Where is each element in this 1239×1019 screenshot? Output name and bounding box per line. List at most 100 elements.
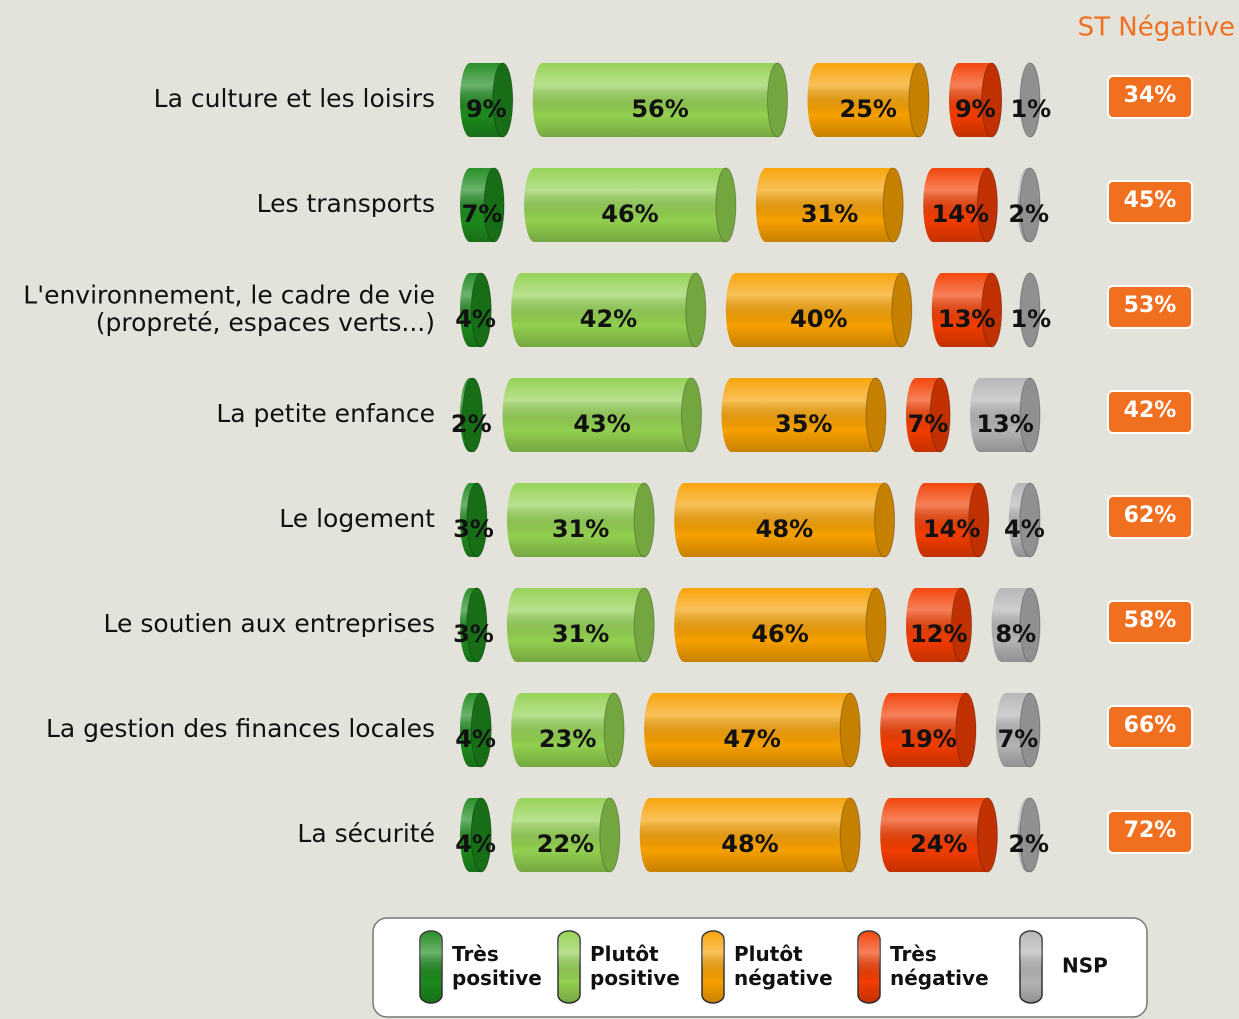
bar-cap xyxy=(1019,482,1041,558)
bar-cap-shade xyxy=(883,168,904,242)
bar-shine xyxy=(506,588,655,662)
bar-cap xyxy=(466,587,488,663)
category-label: L'environnement, le cadre de vie (propret… xyxy=(23,280,435,337)
value-label: 7% xyxy=(998,725,1039,753)
value-label: 4% xyxy=(1004,515,1045,543)
bar-cap xyxy=(968,482,990,558)
bar-cap xyxy=(470,797,492,873)
bar-cap xyxy=(865,377,887,453)
value-label: 1% xyxy=(1010,305,1051,333)
bar-cap-shade xyxy=(981,273,1002,347)
bar-cap-shade xyxy=(767,63,788,137)
bar-shine xyxy=(674,588,886,662)
value-label: 31% xyxy=(552,620,609,648)
value-label: 40% xyxy=(790,305,847,333)
bar-cap xyxy=(633,587,655,663)
bar-cap xyxy=(951,587,973,663)
bar-cap-shade xyxy=(951,588,972,662)
legend-swatch-shine xyxy=(858,931,880,1003)
bar-cap xyxy=(767,62,788,138)
bar-cap-shade xyxy=(1020,63,1040,137)
category-label: La gestion des finances locales xyxy=(46,714,435,743)
st-badge xyxy=(1107,75,1193,119)
bar-cap-shade xyxy=(1020,588,1040,662)
value-label: 3% xyxy=(453,620,494,648)
bar-cap xyxy=(865,587,887,663)
category-label: Le logement xyxy=(279,504,435,533)
st-value-label: 58% xyxy=(1124,608,1177,633)
value-label: 56% xyxy=(631,95,688,123)
bar-cap-shade xyxy=(840,798,861,872)
value-label: 22% xyxy=(537,830,594,858)
bar-cap xyxy=(891,272,913,348)
bar-cap xyxy=(955,692,977,768)
value-label: 14% xyxy=(932,200,989,228)
bar-cap xyxy=(599,797,621,873)
bar-cap-shade xyxy=(471,273,492,347)
bar-cap xyxy=(839,692,861,768)
bar-cap-shade xyxy=(599,798,620,872)
bar-cap-shade xyxy=(685,273,706,347)
bar-cap-shade xyxy=(1020,798,1040,872)
bar-cap xyxy=(470,692,492,768)
bar-cap xyxy=(466,482,488,558)
bar-cap xyxy=(882,167,904,243)
bar-shine xyxy=(674,483,895,557)
st-badge xyxy=(1107,180,1193,224)
bar-cap xyxy=(483,167,505,243)
bar-shine xyxy=(524,168,736,242)
bar-cap-shade xyxy=(930,378,951,452)
value-label: 2% xyxy=(451,410,492,438)
bar-shine xyxy=(511,693,625,767)
value-label: 24% xyxy=(910,830,967,858)
value-label: 42% xyxy=(580,305,637,333)
value-label: 7% xyxy=(462,200,503,228)
value-label: 3% xyxy=(453,515,494,543)
legend-swatch-shine xyxy=(702,931,724,1003)
category-label: La petite enfance xyxy=(216,399,435,428)
bar-cap-shade xyxy=(874,483,895,557)
value-label: 2% xyxy=(1008,830,1049,858)
value-label: 48% xyxy=(756,515,813,543)
st-value-label: 34% xyxy=(1124,83,1177,108)
bar-shine xyxy=(502,378,702,452)
bar-cap-shade xyxy=(466,483,487,557)
legend-label: Très positive xyxy=(452,942,542,990)
bar-cap-shade xyxy=(977,798,998,872)
bar-shine xyxy=(725,273,912,347)
bar-shine xyxy=(880,693,976,767)
value-label: 19% xyxy=(899,725,956,753)
value-label: 13% xyxy=(938,305,995,333)
bar-cap xyxy=(1019,587,1041,663)
bar-cap xyxy=(908,62,930,138)
bar-cap-shade xyxy=(462,378,483,452)
bar-cap-shade xyxy=(977,168,998,242)
bar-cap-shade xyxy=(1020,273,1040,347)
bar-cap-shade xyxy=(1020,378,1040,452)
value-label: 14% xyxy=(923,515,980,543)
bar-shine xyxy=(721,378,886,452)
bar-cap-shade xyxy=(471,693,492,767)
legend-label: NSP xyxy=(1062,954,1108,978)
bar-cap xyxy=(681,377,702,453)
bar-shine xyxy=(755,168,904,242)
value-label: 2% xyxy=(1008,200,1049,228)
st-title: ST Négative xyxy=(1078,13,1235,43)
bar-cap xyxy=(1019,167,1041,243)
value-label: 8% xyxy=(995,620,1036,648)
bar-cap-shade xyxy=(1020,168,1040,242)
bar-cap-shade xyxy=(955,693,976,767)
bar-shine xyxy=(532,63,788,137)
bar-cap-shade xyxy=(866,378,886,452)
bar-cap xyxy=(1019,272,1041,348)
value-label: 25% xyxy=(840,95,897,123)
legend-swatch-shine xyxy=(1020,931,1042,1003)
value-label: 9% xyxy=(466,95,507,123)
st-value-label: 66% xyxy=(1124,713,1177,738)
bar-shine xyxy=(511,798,620,872)
bar-cap-shade xyxy=(634,483,655,557)
legend-swatch-shine xyxy=(420,931,442,1003)
bar-cap xyxy=(929,377,951,453)
bar-cap xyxy=(981,62,1003,138)
